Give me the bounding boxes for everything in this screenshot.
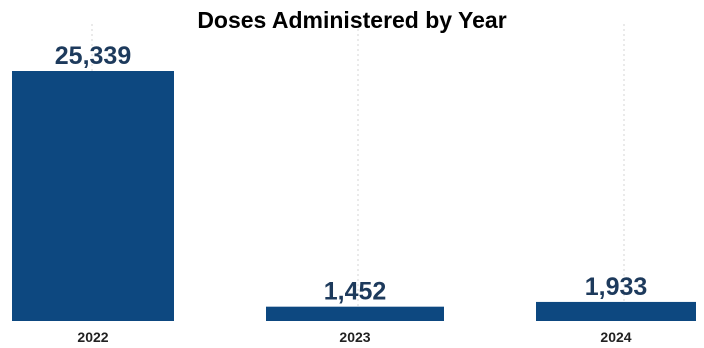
x-tick-label-2024: 2024: [600, 329, 631, 345]
chart-title: Doses Administered by Year: [197, 7, 506, 33]
bar-2022: [12, 71, 174, 321]
x-axis-tick-labels: 2022 2023 2024: [77, 329, 631, 345]
data-labels: 25,339 1,452 1,933: [55, 42, 648, 306]
bars: [12, 71, 696, 321]
data-label-2024: 1,933: [585, 273, 648, 301]
bar-2023: [266, 306, 444, 321]
bar-2024: [536, 301, 696, 321]
data-label-2022: 25,339: [55, 42, 131, 70]
data-label-2023: 1,452: [324, 278, 387, 306]
x-tick-label-2022: 2022: [77, 329, 108, 345]
x-tick-label-2023: 2023: [339, 329, 370, 345]
